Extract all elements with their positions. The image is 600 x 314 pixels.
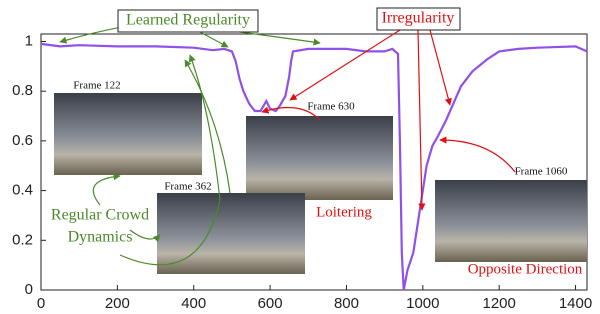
x-tick-label: 800 <box>334 295 359 312</box>
y-tick-label: 0.6 <box>12 132 33 149</box>
y-tick-label: 0.2 <box>12 231 33 248</box>
x-tick-label: 200 <box>105 295 130 312</box>
annotation: Regular Crowd <box>51 207 149 224</box>
arrow <box>130 230 160 239</box>
arrow <box>430 30 450 105</box>
annotation: Opposite Direction <box>468 261 583 277</box>
annotation: Frame 122 <box>73 80 120 92</box>
x-tick-label: 0 <box>37 295 45 312</box>
photo <box>54 93 202 175</box>
annotation: Loitering <box>316 204 372 220</box>
x-tick-label: 1000 <box>406 295 439 312</box>
annotation: Frame 630 <box>307 101 355 113</box>
y-tick-label: 1 <box>25 32 33 49</box>
y-tick-label: 0.4 <box>12 182 33 199</box>
photo <box>435 180 587 262</box>
annotation: Learned Regularity <box>126 12 250 29</box>
x-tick-label: 400 <box>181 295 206 312</box>
chart: 00.20.40.60.810200400600800100012001400 … <box>0 0 600 314</box>
annotation: Irregularity <box>382 10 455 27</box>
x-tick-label: 600 <box>258 295 283 312</box>
y-tick-label: 0.8 <box>12 82 33 99</box>
photos <box>54 93 587 274</box>
x-tick-label: 1400 <box>559 295 592 312</box>
y-tick-label: 0 <box>25 281 33 298</box>
annotation: Frame 1060 <box>515 166 568 178</box>
arrow <box>440 140 515 172</box>
arrow <box>93 176 120 205</box>
x-tick-label: 1200 <box>482 295 515 312</box>
annotation: Frame 362 <box>164 181 211 193</box>
annotation: Dynamics <box>68 229 133 246</box>
arrow <box>418 30 422 210</box>
photo <box>246 116 393 200</box>
